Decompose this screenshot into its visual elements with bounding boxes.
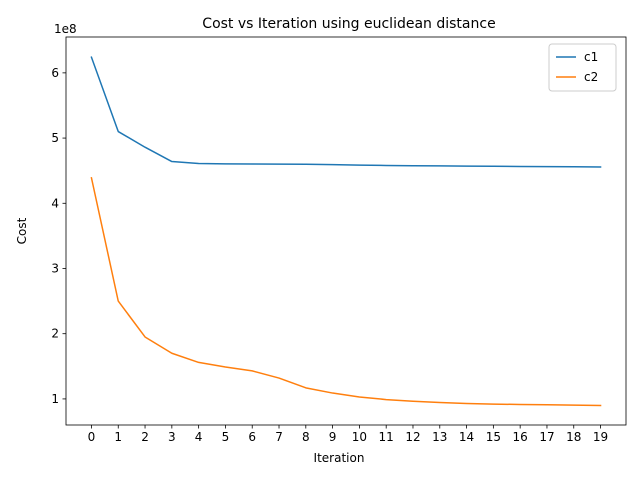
x-tick-label: 3 (168, 430, 176, 444)
x-tick-label: 15 (486, 430, 501, 444)
y-tick-label: 5 (51, 131, 59, 145)
x-tick-label: 1 (114, 430, 122, 444)
x-tick-label: 5 (222, 430, 230, 444)
x-tick-label: 6 (248, 430, 256, 444)
x-tick-label: 18 (566, 430, 581, 444)
legend-label-c2: c2 (584, 70, 598, 84)
x-tick-label: 12 (405, 430, 420, 444)
x-tick-label: 17 (539, 430, 554, 444)
x-axis-label: Iteration (314, 451, 365, 465)
x-tick-label: 19 (593, 430, 608, 444)
x-tick-label: 16 (513, 430, 528, 444)
y-tick-label: 3 (51, 261, 59, 275)
y-scale-label: 1e8 (54, 22, 77, 36)
x-tick-label: 2 (141, 430, 149, 444)
x-tick-label: 0 (88, 430, 96, 444)
x-tick-label: 7 (275, 430, 283, 444)
x-tick-label: 8 (302, 430, 310, 444)
y-axis-label: Cost (15, 217, 29, 244)
series-line-c2 (90, 176, 602, 407)
y-tick-label: 6 (51, 66, 59, 80)
x-tick-label: 10 (352, 430, 367, 444)
x-tick-label: 13 (432, 430, 447, 444)
x-tick-label: 11 (379, 430, 394, 444)
axes-frame (65, 36, 627, 426)
chart-title: Cost vs Iteration using euclidean distan… (202, 16, 495, 32)
legend-box (548, 43, 617, 92)
y-tick-label: 1 (51, 392, 59, 406)
series-line-c1 (90, 56, 602, 168)
x-tick-label: 4 (195, 430, 203, 444)
y-tick-label: 4 (51, 196, 59, 210)
x-tick-label: 9 (329, 430, 337, 444)
x-tick-label: 14 (459, 430, 474, 444)
legend-label-c1: c1 (584, 50, 598, 64)
y-tick-label: 2 (51, 327, 59, 341)
